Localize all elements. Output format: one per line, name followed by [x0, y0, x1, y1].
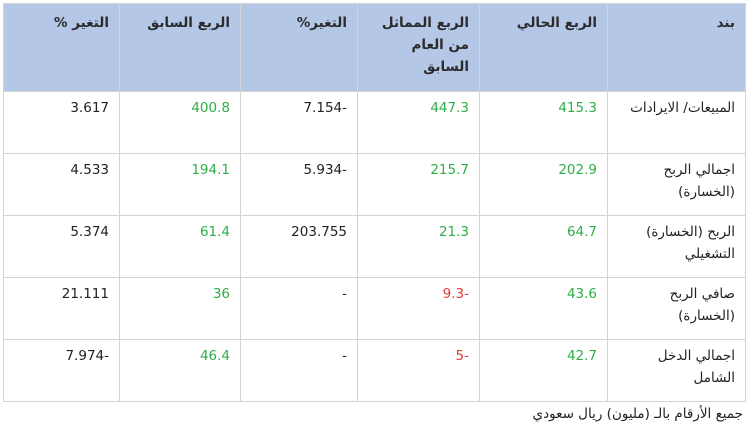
header-change-yoy: التغير% — [240, 3, 358, 92]
change-yoy-value: - — [240, 277, 358, 340]
header-change-qoq: التغير % — [3, 3, 120, 92]
header-previous-quarter: الربع السابق — [119, 3, 241, 92]
financial-results-container: بند الربع الحالي الربع المماثل من العام … — [3, 3, 746, 422]
same-last-year-text: 5- — [455, 348, 469, 364]
current-value-text: 64.7 — [566, 224, 597, 240]
header-item: بند — [607, 3, 746, 92]
same-last-year-text: 447.3 — [430, 100, 469, 116]
footnote-units: جميع الأرقام بالـ (مليون) ريال سعودي — [532, 406, 743, 422]
previous-value-text: 400.8 — [191, 100, 230, 116]
change-yoy-text: - — [342, 348, 347, 364]
change-qoq-value: 21.111 — [3, 277, 120, 340]
same-last-year-value: 9.3- — [357, 277, 480, 340]
previous-value-text: 36 — [212, 286, 230, 302]
current-value: 42.7 — [479, 339, 608, 402]
row-label: اجمالي الربح (الخسارة) — [607, 153, 746, 216]
header-row: بند الربع الحالي الربع المماثل من العام … — [3, 3, 746, 92]
row-label: اجمالي الدخل الشامل — [607, 339, 746, 402]
current-value: 202.9 — [479, 153, 608, 216]
previous-value: 46.4 — [119, 339, 241, 402]
change-qoq-value: 7.974- — [3, 339, 120, 402]
change-qoq-text: 5.374 — [70, 224, 109, 240]
current-value: 415.3 — [479, 91, 608, 154]
change-yoy-text: 7.154- — [303, 100, 347, 116]
table-row: صافي الربح (الخسارة) 43.6 9.3- - 36 21.1… — [3, 277, 746, 340]
change-yoy-value: - — [240, 339, 358, 402]
change-yoy-text: - — [342, 286, 347, 302]
previous-value-text: 194.1 — [191, 162, 230, 178]
table-row: الربح (الخسارة) التشغيلي 64.7 21.3 203.7… — [3, 215, 746, 278]
change-qoq-value: 5.374 — [3, 215, 120, 278]
previous-value-text: 61.4 — [199, 224, 230, 240]
current-value-text: 42.7 — [566, 348, 597, 364]
previous-value: 400.8 — [119, 91, 241, 154]
current-value: 64.7 — [479, 215, 608, 278]
row-label: المبيعات/ الايرادات — [607, 91, 746, 154]
change-qoq-text: 21.111 — [61, 286, 109, 302]
change-qoq-text: 3.617 — [70, 100, 109, 116]
same-last-year-value: 215.7 — [357, 153, 480, 216]
current-value-text: 415.3 — [558, 100, 597, 116]
same-last-year-text: 215.7 — [430, 162, 469, 178]
change-qoq-value: 3.617 — [3, 91, 120, 154]
table-row: المبيعات/ الايرادات 415.3 447.3 7.154- 4… — [3, 91, 746, 154]
change-yoy-text: 5.934- — [303, 162, 347, 178]
header-current-quarter: الربع الحالي — [479, 3, 608, 92]
current-value: 43.6 — [479, 277, 608, 340]
same-last-year-value: 5- — [357, 339, 480, 402]
change-yoy-value: 5.934- — [240, 153, 358, 216]
table-body: المبيعات/ الايرادات 415.3 447.3 7.154- 4… — [3, 91, 746, 402]
current-value-text: 43.6 — [566, 286, 597, 302]
current-value-text: 202.9 — [558, 162, 597, 178]
table-row: اجمالي الدخل الشامل 42.7 5- - 46.4 7.974… — [3, 339, 746, 402]
previous-value: 61.4 — [119, 215, 241, 278]
same-last-year-value: 447.3 — [357, 91, 480, 154]
same-last-year-text: 9.3- — [442, 286, 469, 302]
change-yoy-value: 7.154- — [240, 91, 358, 154]
previous-value: 36 — [119, 277, 241, 340]
row-label: صافي الربح (الخسارة) — [607, 277, 746, 340]
change-qoq-text: 4.533 — [70, 162, 109, 178]
same-last-year-text: 21.3 — [438, 224, 469, 240]
row-label: الربح (الخسارة) التشغيلي — [607, 215, 746, 278]
previous-value-text: 46.4 — [199, 348, 230, 364]
table-header: بند الربع الحالي الربع المماثل من العام … — [3, 3, 746, 92]
change-yoy-value: 203.755 — [240, 215, 358, 278]
table-row: اجمالي الربح (الخسارة) 202.9 215.7 5.934… — [3, 153, 746, 216]
change-qoq-text: 7.974- — [65, 348, 109, 364]
change-yoy-text: 203.755 — [291, 224, 347, 240]
header-same-quarter-last-year: الربع المماثل من العام السابق — [357, 3, 480, 92]
previous-value: 194.1 — [119, 153, 241, 216]
financial-results-table: بند الربع الحالي الربع المماثل من العام … — [3, 3, 746, 402]
change-qoq-value: 4.533 — [3, 153, 120, 216]
same-last-year-value: 21.3 — [357, 215, 480, 278]
